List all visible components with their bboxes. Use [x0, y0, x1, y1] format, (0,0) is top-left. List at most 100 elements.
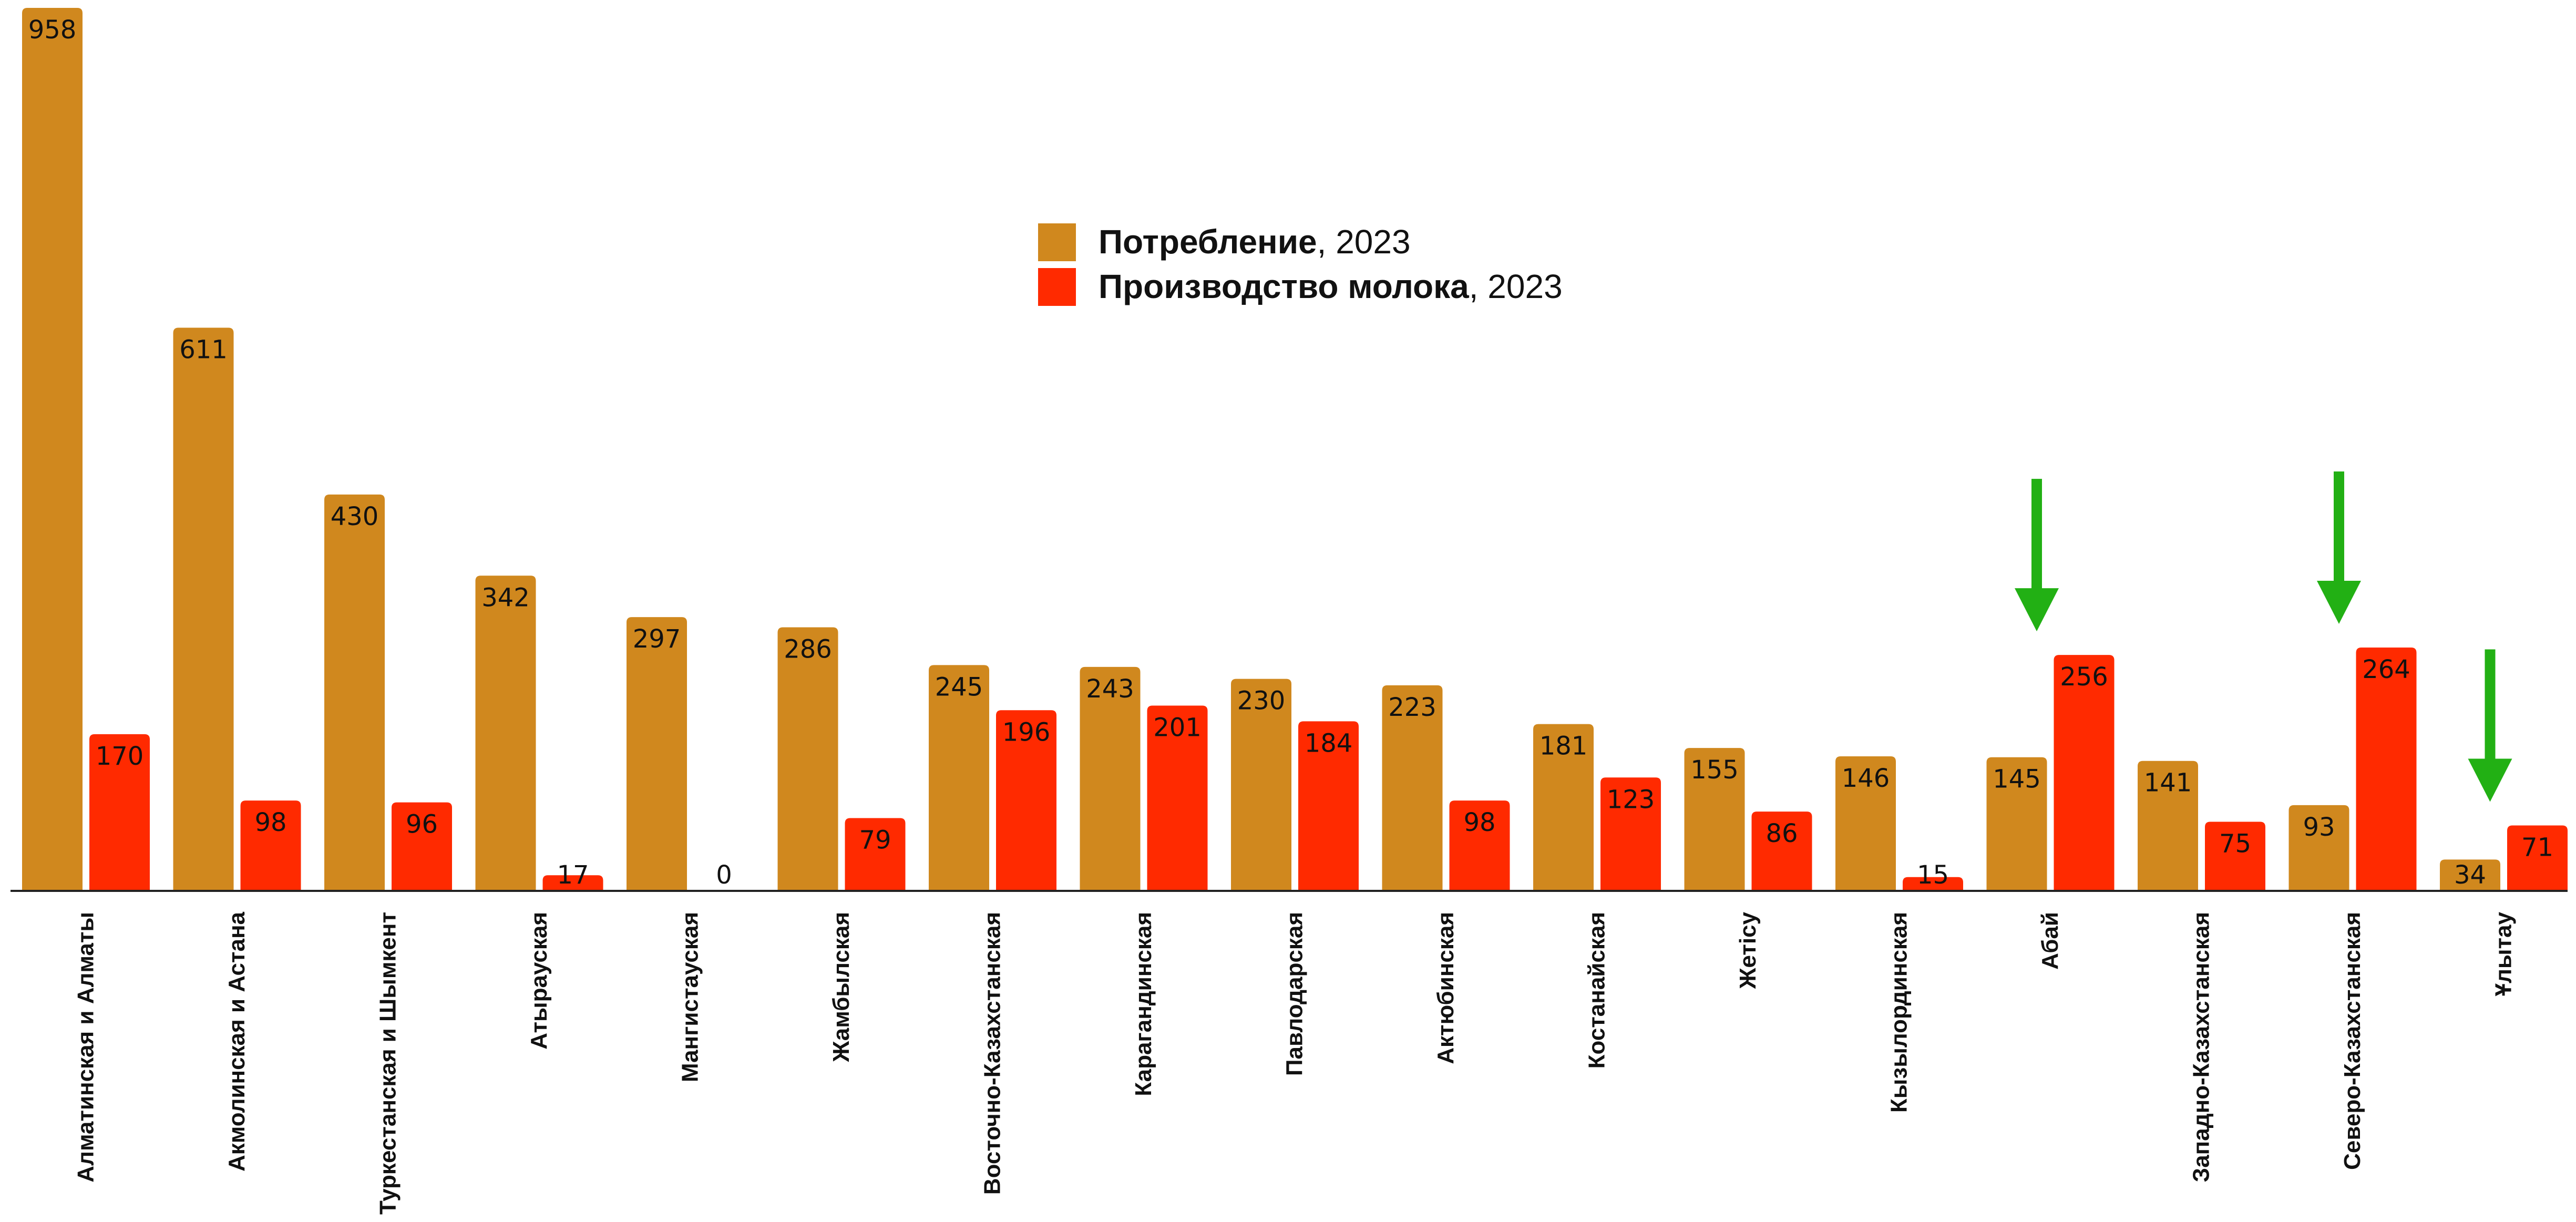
consumption-bar — [627, 617, 687, 891]
category-label: Жетісу — [1735, 911, 1761, 989]
consumption-bar — [2440, 859, 2500, 891]
value-labels-layer: 958 170 611 98 430 96 342 17 297 0 286 79 245 196 243 2… — [28, 15, 2553, 890]
category-label: Северо-Казахстанская — [2339, 912, 2365, 1170]
milk-production-value-label: 75 — [2219, 829, 2251, 858]
milk-production-bar — [2507, 825, 2568, 891]
category-label: Ұлытау — [2491, 911, 2517, 996]
category-label: Мангистауская — [678, 912, 703, 1082]
milk-production-bar — [1903, 877, 1963, 891]
legend-series-year: , 2023 — [1469, 268, 1563, 305]
milk-production-bar — [89, 734, 150, 891]
arrow-shaft — [2031, 479, 2042, 590]
consumption-value-label: 611 — [179, 335, 228, 365]
consumption-value-label: 245 — [935, 672, 983, 702]
category-label: Туркестанская и Шымкент — [375, 912, 401, 1215]
milk-production-value-label: 0 — [716, 860, 732, 890]
milk-production-value-label: 98 — [1463, 808, 1495, 837]
consumption-value-label: 243 — [1086, 674, 1134, 704]
milk-production-value-label: 256 — [2060, 662, 2108, 692]
milk-production-bar — [845, 818, 906, 891]
down-arrow-icon — [2015, 479, 2059, 632]
consumption-value-label: 141 — [2144, 768, 2192, 798]
milk-production-value-label: 170 — [96, 742, 144, 771]
consumption-value-label: 958 — [28, 15, 77, 45]
category-label: Кызылординская — [1886, 912, 1912, 1113]
consumption-bar — [1382, 685, 1443, 891]
consumption-bar — [475, 576, 536, 891]
consumption-bar — [2288, 805, 2349, 891]
milk-production-bar — [1449, 800, 1510, 891]
legend: Потребление, 2023 Производство молока, 2… — [1038, 223, 1563, 306]
milk-production-value-label: 96 — [406, 810, 438, 839]
category-label: Костанайская — [1584, 912, 1610, 1069]
consumption-value-label: 223 — [1388, 693, 1436, 722]
category-label: Жамбылская — [828, 912, 854, 1063]
consumption-bar — [1080, 666, 1141, 891]
consumption-value-label: 93 — [2303, 813, 2335, 842]
milk-production-bar — [240, 800, 301, 891]
consumption-bar — [1533, 724, 1594, 891]
legend-label-consumption: Потребление, 2023 — [1099, 223, 1411, 261]
milk-production-value-label: 15 — [1917, 860, 1949, 890]
bars-layer — [22, 8, 2568, 891]
category-label: Алматинская и Алматы — [73, 912, 99, 1183]
consumption-value-label: 342 — [481, 583, 530, 612]
milk-production-value-label: 196 — [1002, 717, 1051, 747]
milk-production-bar — [2205, 821, 2265, 891]
legend-series-name: Потребление — [1099, 223, 1317, 261]
consumption-value-label: 230 — [1237, 686, 1286, 716]
category-label: Акмолинская и Астана — [224, 911, 250, 1172]
legend-swatch-consumption — [1038, 223, 1076, 261]
category-labels-layer: Алматинская и Алматы Акмолинская и Астана… — [73, 911, 2517, 1215]
arrow-shaft — [2485, 649, 2496, 760]
consumption-bar — [1986, 757, 2047, 891]
milk-production-bar — [2054, 655, 2115, 891]
consumption-bar — [777, 627, 838, 891]
down-arrow-icon — [2317, 471, 2361, 624]
consumption-value-label: 286 — [784, 634, 832, 664]
category-label: Актюбинская — [1433, 912, 1459, 1064]
milk-production-bar — [392, 802, 452, 891]
consumption-value-label: 181 — [1540, 732, 1588, 761]
arrow-head — [2317, 581, 2361, 624]
consumption-value-label: 430 — [331, 502, 379, 531]
milk-production-value-label: 79 — [859, 825, 891, 855]
milk-production-value-label: 264 — [2362, 655, 2410, 684]
arrow-head — [2468, 758, 2512, 802]
milk-production-value-label: 86 — [1766, 819, 1798, 848]
milk-production-bar — [1600, 777, 1661, 891]
milk-production-bar — [1298, 721, 1359, 891]
milk-production-value-label: 71 — [2521, 833, 2553, 862]
milk-production-bar — [542, 875, 603, 891]
down-arrow-icon — [2468, 649, 2512, 802]
consumption-bar — [929, 665, 989, 891]
category-label: Абай — [2037, 912, 2063, 970]
legend-swatch-milk-production — [1038, 268, 1076, 306]
legend-series-year: , 2023 — [1317, 223, 1411, 261]
consumption-bar — [324, 494, 385, 891]
category-label: Атырауская — [526, 912, 552, 1050]
consumption-bar — [22, 8, 83, 891]
consumption-bar — [173, 327, 234, 891]
milk-production-value-label: 17 — [557, 860, 589, 890]
consumption-value-label: 146 — [1842, 764, 1890, 793]
legend-series-name: Производство молока — [1099, 268, 1469, 305]
consumption-value-label: 34 — [2454, 860, 2486, 890]
category-label: Западно-Казахстанская — [2189, 912, 2214, 1182]
annotation-arrows-layer — [2015, 471, 2512, 802]
consumption-value-label: 145 — [1993, 765, 2041, 794]
category-label: Восточно-Казахстанская — [980, 912, 1005, 1195]
consumption-bar — [1684, 748, 1745, 891]
milk-production-value-label: 184 — [1305, 728, 1353, 758]
consumption-bar — [2138, 761, 2198, 891]
arrow-shaft — [2334, 471, 2344, 582]
milk-production-value-label: 201 — [1153, 713, 1202, 743]
arrow-head — [2015, 588, 2059, 632]
milk-production-bar — [1147, 705, 1208, 891]
milk-production-bar — [2356, 648, 2417, 891]
milk-production-value-label: 98 — [254, 808, 286, 837]
category-label: Карагандинская — [1131, 912, 1156, 1096]
consumption-bar — [1835, 756, 1896, 891]
consumption-bar — [1231, 679, 1291, 891]
